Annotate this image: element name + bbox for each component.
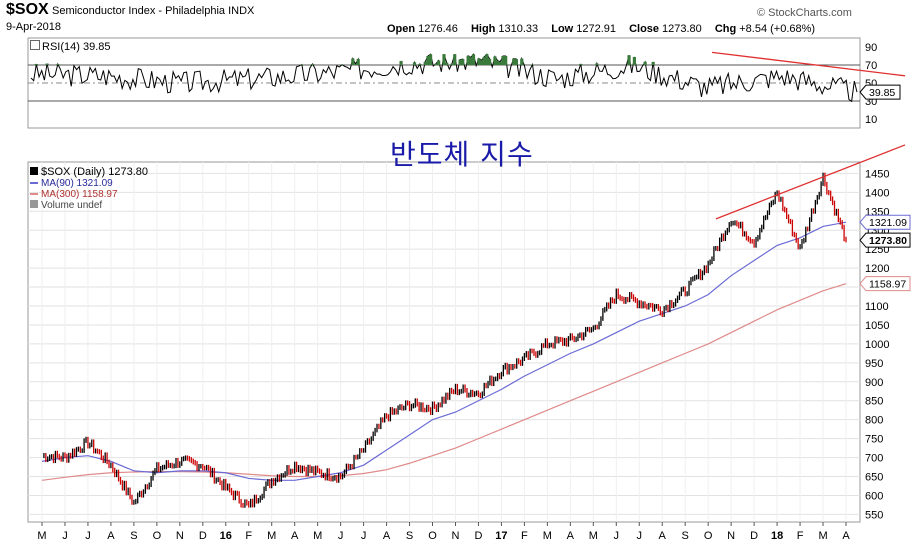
x-tick-label: O xyxy=(153,530,162,542)
rsi-legend-swatch xyxy=(30,40,40,50)
rsi-y-tick-label: 70 xyxy=(865,60,877,72)
x-tick-label: D xyxy=(750,530,758,542)
price-y-tick-label: 950 xyxy=(865,358,883,370)
legend-price-swatch xyxy=(30,167,38,175)
x-tick-label: M xyxy=(267,530,276,542)
price-y-tick-label: 1000 xyxy=(865,339,889,351)
x-tick-label: S xyxy=(406,530,413,542)
legend-volume: Volume undef xyxy=(30,200,148,211)
rsi-legend-text: RSI(14) 39.85 xyxy=(42,41,111,53)
chg-value: +8.54 (+0.68%) xyxy=(739,23,816,35)
price-y-tick-label: 750 xyxy=(865,434,883,446)
price-panel-frame xyxy=(27,161,861,523)
ma300-tag: 1158.97 xyxy=(869,279,906,291)
x-tick-label: M xyxy=(37,530,46,542)
chart-symbol: $SOX xyxy=(6,1,49,18)
rsi-current-tag-box xyxy=(859,84,901,100)
ma90-tag-box xyxy=(859,214,911,230)
open-value: 1276.46 xyxy=(418,23,458,35)
close-tag-box xyxy=(859,232,911,248)
x-tick-label: 16 xyxy=(220,530,232,542)
x-tick-label: N xyxy=(452,530,460,542)
x-tick-label: M xyxy=(313,530,322,542)
ma300-tag-box xyxy=(859,276,911,292)
price-y-tick-label: 900 xyxy=(865,377,883,389)
close-tag: 1273.80 xyxy=(869,235,907,247)
x-tick-label: D xyxy=(199,530,207,542)
x-tick-label: O xyxy=(428,530,437,542)
x-tick-label: M xyxy=(589,530,598,542)
price-y-tick-label: 1100 xyxy=(865,301,889,313)
legend-ma90-text: MA(90) 1321.09 xyxy=(41,178,113,189)
x-tick-label: J xyxy=(614,530,620,542)
high-label: High xyxy=(470,23,496,35)
ohlc-readout: Open 1276.46 High 1310.33 Low 1272.91 Close… xyxy=(387,23,815,35)
x-tick-label: S xyxy=(682,530,689,542)
rsi-current-tag: 39.85 xyxy=(869,87,895,99)
low-value: 1272.91 xyxy=(576,23,616,35)
x-tick-label: A xyxy=(659,530,667,542)
price-y-tick-label: 650 xyxy=(865,472,883,484)
x-tick-label: J xyxy=(361,530,367,542)
price-y-tick-label: 1450 xyxy=(865,168,889,180)
ma90-line xyxy=(41,221,847,481)
rsi-y-tick-label: 90 xyxy=(865,42,877,54)
low-label: Low xyxy=(551,23,574,35)
price-legend: $SOX (Daily) 1273.80 MA(90) 1321.09 MA(3… xyxy=(30,166,148,211)
chg-label: Chg xyxy=(714,23,737,35)
price-y-tick-label: 1050 xyxy=(865,320,889,332)
high-value: 1310.33 xyxy=(498,23,539,35)
x-tick-label: O xyxy=(704,530,713,542)
legend-price: $SOX (Daily) 1273.80 xyxy=(30,166,148,178)
x-tick-label: F xyxy=(245,530,252,542)
x-tick-label: J xyxy=(85,530,91,542)
close-value: 1273.80 xyxy=(662,23,702,35)
legend-volume-text: Volume undef xyxy=(41,200,103,211)
legend-ma300-text: MA(300) 1158.97 xyxy=(41,189,118,200)
x-tick-label: A xyxy=(383,530,391,542)
x-tick-label: 17 xyxy=(495,530,507,542)
x-tick-label: A xyxy=(842,530,850,542)
price-y-tick-label: 700 xyxy=(865,453,883,465)
x-tick-label: J xyxy=(637,530,643,542)
ma90-tag: 1321.09 xyxy=(869,217,907,229)
x-tick-label: 18 xyxy=(771,530,783,542)
rsi-trendline xyxy=(711,51,906,77)
chart-date: 9-Apr-2018 xyxy=(6,21,62,33)
legend-volume-swatch xyxy=(30,200,38,208)
legend-ma90: MA(90) 1321.09 xyxy=(30,178,148,189)
legend-ma300-swatch xyxy=(30,193,38,196)
price-y-tick-label: 600 xyxy=(865,490,883,502)
x-tick-label: A xyxy=(567,530,575,542)
x-tick-label: M xyxy=(818,530,827,542)
chart-description: Semiconductor Index - Philadelphia INDX xyxy=(52,5,255,17)
x-tick-label: F xyxy=(521,530,528,542)
open-label: Open xyxy=(387,23,416,35)
credit-label[interactable]: © StockCharts.com xyxy=(757,7,852,19)
price-y-tick-label: 550 xyxy=(865,509,883,521)
annotation-text: 반도체 지수 xyxy=(390,138,534,171)
price-trendline xyxy=(715,144,906,220)
close-label: Close xyxy=(629,23,660,35)
x-tick-label: D xyxy=(474,530,482,542)
legend-price-text: $SOX (Daily) 1273.80 xyxy=(41,166,148,178)
legend-ma300: MA(300) 1158.97 xyxy=(30,189,148,200)
x-tick-label: J xyxy=(62,530,68,542)
rsi-legend: RSI(14) 39.85 xyxy=(30,40,110,53)
legend-ma90-swatch xyxy=(30,182,38,185)
x-tick-label: N xyxy=(176,530,184,542)
rsi-y-tick-label: 10 xyxy=(865,114,877,126)
price-y-tick-label: 800 xyxy=(865,415,883,427)
x-tick-label: J xyxy=(338,530,344,542)
price-y-tick-label: 1200 xyxy=(865,263,889,275)
x-tick-label: S xyxy=(130,530,137,542)
x-tick-label: N xyxy=(727,530,735,542)
x-tick-label: A xyxy=(107,530,115,542)
x-tick-label: M xyxy=(543,530,552,542)
price-y-tick-label: 850 xyxy=(865,396,883,408)
x-tick-label: F xyxy=(797,530,804,542)
x-tick-label: A xyxy=(291,530,299,542)
price-y-tick-label: 1400 xyxy=(865,187,889,199)
